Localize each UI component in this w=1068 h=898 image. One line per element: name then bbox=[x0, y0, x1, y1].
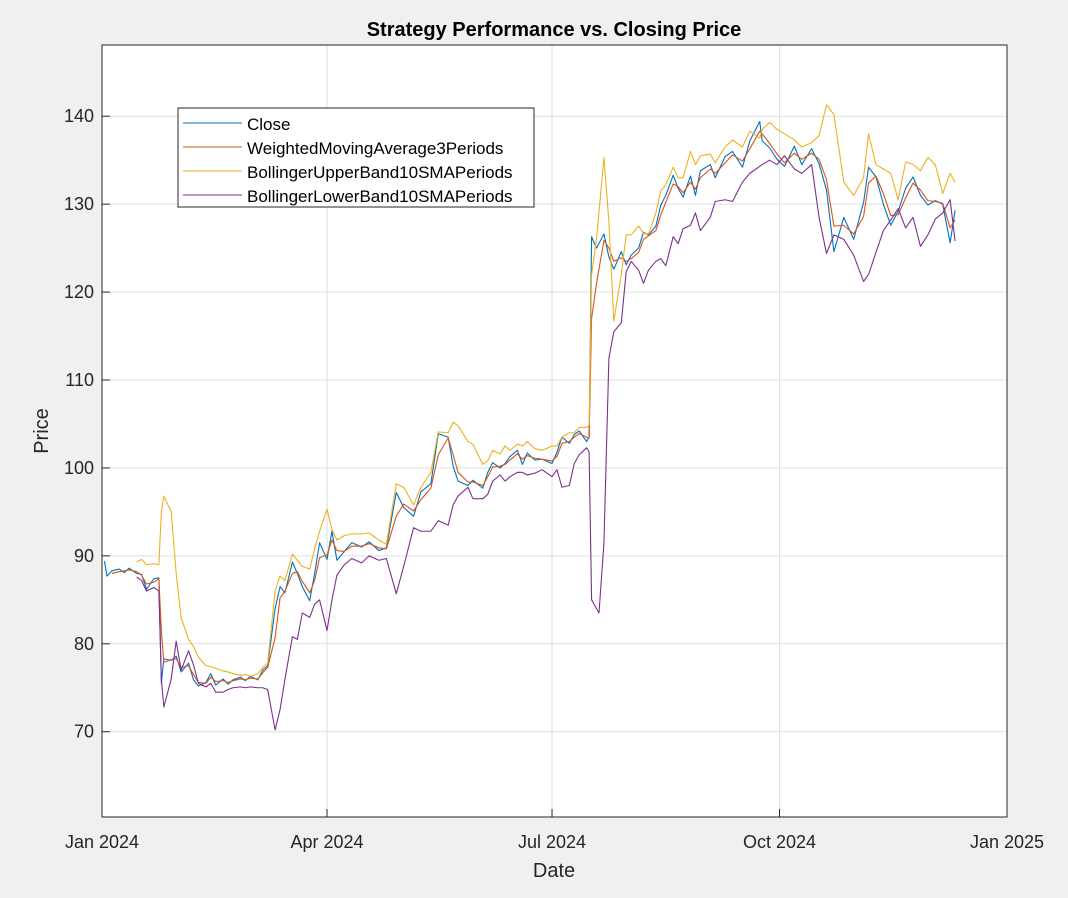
plot-frame bbox=[101, 44, 1008, 818]
series-line-lower-band bbox=[136, 155, 956, 731]
y-tick-label: 80 bbox=[74, 634, 94, 654]
y-tick-label: 70 bbox=[74, 722, 94, 742]
legend-box bbox=[177, 107, 535, 208]
x-tick-label: Apr 2024 bbox=[290, 832, 363, 852]
axis-ticks: Jan 2024 Apr 2024 Jul 2024 Oct 2024 Jan 2025… bbox=[64, 106, 1044, 852]
series-lines bbox=[103, 104, 956, 731]
y-tick-label: 120 bbox=[64, 282, 94, 302]
x-axis-label: Date bbox=[533, 860, 575, 882]
legend-label-lower-band: BollingerLowerBand10SMAPeriods bbox=[247, 187, 513, 206]
series-line-wma bbox=[111, 130, 956, 684]
y-tick-label: 100 bbox=[64, 458, 94, 478]
legend[interactable]: Close WeightedMovingAverage3Periods Boll… bbox=[177, 107, 535, 208]
y-tick-label: 130 bbox=[64, 194, 94, 214]
legend-label-close: Close bbox=[247, 115, 290, 134]
chart-title: Strategy Performance vs. Closing Price bbox=[367, 19, 742, 41]
legend-label-upper-band: BollingerUpperBand10SMAPeriods bbox=[247, 163, 513, 182]
x-tick-label: Jan 2024 bbox=[65, 832, 139, 852]
x-tick-label: Oct 2024 bbox=[743, 832, 816, 852]
series-line-close bbox=[103, 120, 956, 687]
y-tick-label: 140 bbox=[64, 106, 94, 126]
x-tick-label: Jul 2024 bbox=[518, 832, 586, 852]
x-tick-label: Jan 2025 bbox=[970, 832, 1044, 852]
y-tick-label: 90 bbox=[74, 546, 94, 566]
y-axis-label: Price bbox=[31, 408, 53, 454]
legend-label-wma: WeightedMovingAverage3Periods bbox=[247, 139, 503, 158]
series-line-upper-band bbox=[136, 104, 956, 677]
y-tick-label: 110 bbox=[65, 370, 94, 390]
